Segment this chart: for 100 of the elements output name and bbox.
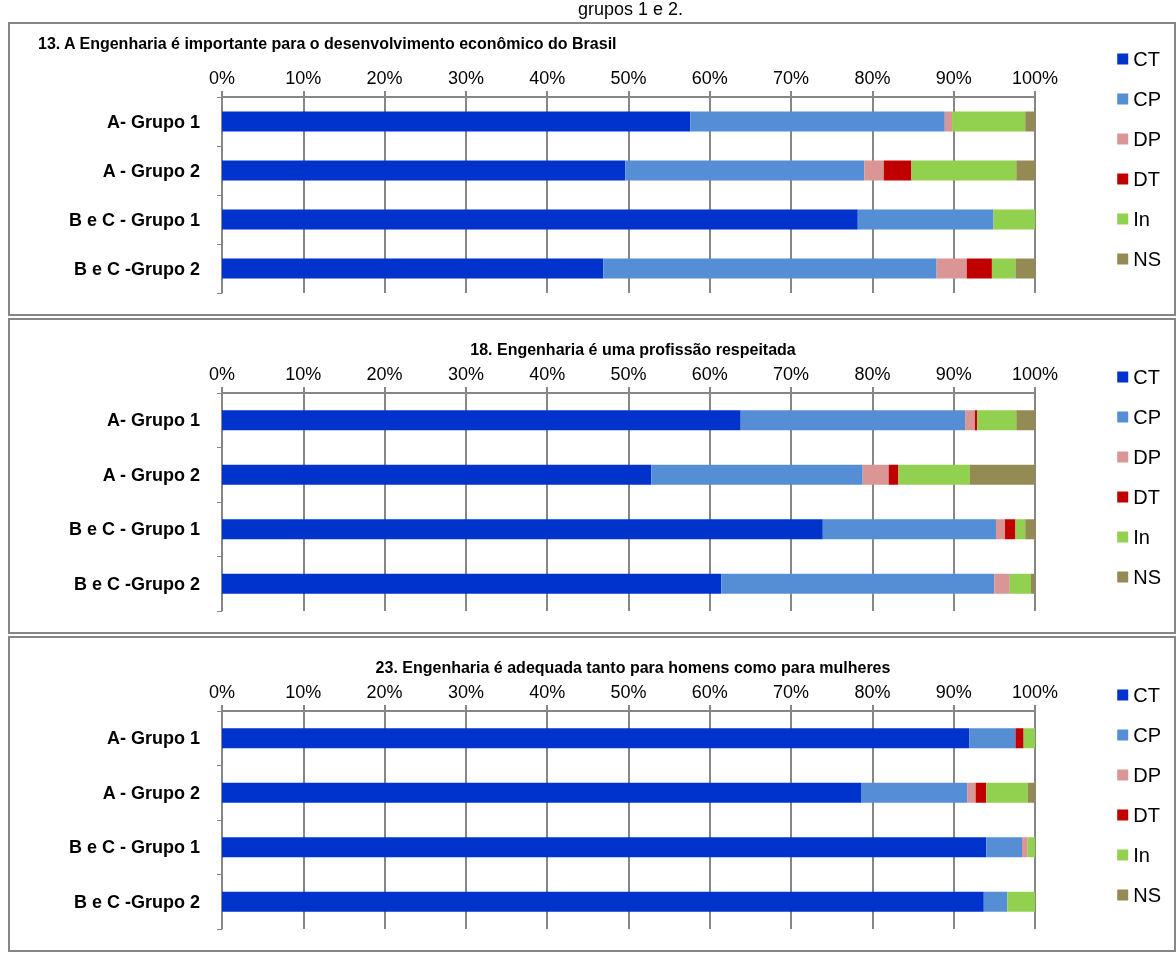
y-tick-label: B e C -Grupo 2 [73,891,200,912]
bar [1004,519,1016,540]
bar [1021,837,1028,858]
bar [969,464,1035,485]
legend-label: CP [1133,724,1162,746]
x-tick-label: 0% [208,364,236,384]
bar [965,410,975,431]
bar [222,837,987,858]
x-tick-label: 10% [285,68,322,88]
legend-label: DT [1133,168,1160,190]
bar [1016,160,1035,181]
bar [1009,573,1031,594]
y-tick-label: B e C - Grupo 1 [68,209,200,230]
legend-label: CP [1133,406,1162,428]
legend-label: In [1133,526,1150,548]
x-tick-label: 90% [935,682,972,702]
legend-label: CT [1133,48,1160,70]
y-tick-label: A - Grupo 2 [102,464,200,485]
x-tick-label: 80% [854,364,891,384]
bar [222,258,604,279]
bar [911,160,1017,181]
x-tick-label: 30% [447,682,484,702]
x-tick-label: 30% [447,364,484,384]
y-tick-label: A - Grupo 2 [102,160,200,181]
x-tick-label: 0% [208,68,236,88]
x-tick-label: 40% [529,68,566,88]
x-tick-label: 0% [208,682,236,702]
bar [975,782,987,803]
x-tick-label: 40% [529,364,566,384]
x-tick-label: 60% [691,68,728,88]
x-tick-label: 70% [773,682,810,702]
bar [222,782,862,803]
x-tick-label: 10% [285,364,322,384]
y-tick-label: A- Grupo 1 [107,111,200,132]
legend-label: NS [1133,248,1162,270]
bar [861,782,968,803]
bar [967,782,976,803]
bar [740,410,966,431]
bar [690,111,945,132]
legend-label: In [1133,844,1150,866]
bar [1030,573,1035,594]
legend-label: CT [1133,366,1160,388]
bar [862,464,889,485]
x-tick-label: 90% [935,68,972,88]
bar [888,464,899,485]
bar [1025,111,1035,132]
legend-label: DP [1133,128,1162,150]
x-tick-label: 20% [366,364,403,384]
bar [1015,258,1035,279]
x-tick-label: 70% [773,364,810,384]
bar [651,464,863,485]
bar [222,573,722,594]
x-tick-label: 100% [1011,364,1059,384]
x-tick-label: 40% [529,682,566,702]
x-tick-label: 20% [366,682,403,702]
x-tick-label: 100% [1011,682,1059,702]
y-tick-label: B e C - Grupo 1 [68,519,200,540]
x-tick-label: 50% [610,682,647,702]
bar [1007,891,1035,912]
bar [977,410,1017,431]
y-tick-label: B e C -Grupo 2 [73,573,200,594]
x-tick-label: 90% [935,364,972,384]
y-tick-label: A- Grupo 1 [107,728,200,749]
bar [983,891,1008,912]
bar [993,209,1035,230]
bar [1027,782,1035,803]
bar [222,519,823,540]
bar [222,891,984,912]
x-tick-label: 100% [1011,68,1059,88]
y-tick-label: B e C - Grupo 1 [68,837,200,858]
legend-label: CP [1133,88,1162,110]
x-tick-label: 10% [285,682,322,702]
bar [883,160,912,181]
bar [994,573,1010,594]
x-tick-label: 50% [610,68,647,88]
x-tick-label: 70% [773,68,810,88]
bar [952,111,1026,132]
bar [1015,728,1024,749]
y-tick-label: A- Grupo 1 [107,410,200,431]
bar [1025,519,1035,540]
text: grupos 1 e 2. [578,0,684,19]
x-tick-label: 30% [447,68,484,88]
legend-label: In [1133,208,1150,230]
bar [986,837,1022,858]
bar [222,464,652,485]
legend-label: DP [1133,764,1162,786]
bar [603,258,937,279]
bar [991,258,1016,279]
bar [222,728,970,749]
legend-label: NS [1133,566,1162,588]
x-tick-label: 50% [610,364,647,384]
bar [864,160,884,181]
bar [898,464,970,485]
bar [986,782,1028,803]
bar [969,728,1016,749]
x-tick-label: 60% [691,364,728,384]
bar [222,410,741,431]
bar [721,573,995,594]
bar [625,160,865,181]
bar [222,209,858,230]
